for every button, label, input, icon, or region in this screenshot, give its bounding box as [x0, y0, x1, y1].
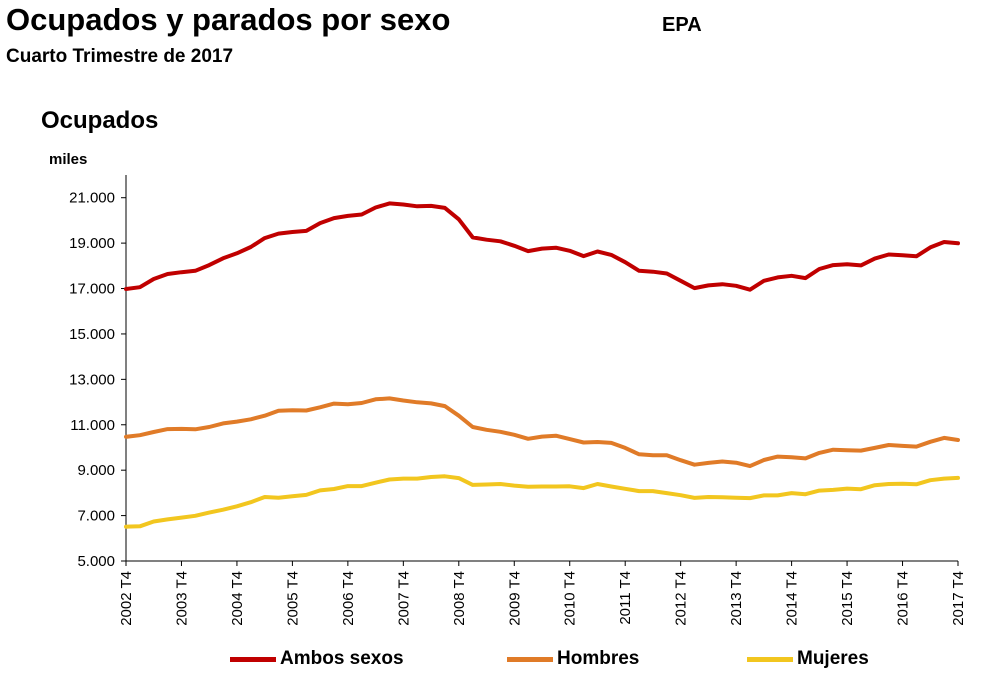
series-line-ambos-sexos: [124, 201, 960, 292]
x-tick-label: 2013 T4: [728, 571, 745, 626]
legend-swatch: [230, 656, 276, 662]
series-line-hombres: [124, 396, 960, 469]
x-tick-label: 2011 T4: [617, 571, 634, 625]
page-title: Ocupados y parados por sexo: [6, 2, 451, 37]
x-tick-label: 2012 T4: [673, 571, 690, 626]
y-tick-label: 9.000: [77, 462, 115, 479]
source-label: EPA: [662, 14, 702, 36]
x-tick-label: 2014 T4: [784, 571, 801, 626]
x-axis: 2002 T4 2003 T4 2004 T4 2005 T4 2006 T4 2007 …: [118, 560, 967, 626]
legend-label: Mujeres: [797, 648, 869, 669]
x-tick-label: 2017 T4: [950, 571, 967, 626]
x-tick-label: 2015 T4: [839, 571, 856, 626]
x-tick-label: 2010 T4: [562, 571, 579, 626]
y-tick-label: 19.000: [69, 235, 115, 252]
chart-title: Ocupados: [41, 107, 159, 134]
x-tick-label: 2003 T4: [173, 571, 190, 626]
legend-item: Hombres: [507, 648, 639, 670]
x-tick-label: 2002 T4: [118, 571, 135, 626]
y-tick-label: 17.000: [69, 281, 115, 298]
y-tick-label: 13.000: [69, 371, 115, 388]
x-tick-label: 2007 T4: [395, 571, 412, 626]
y-tick-label: 15.000: [69, 326, 115, 343]
series-line-mujeres: [124, 474, 960, 529]
series-lines: [124, 201, 960, 529]
x-tick-label: 2006 T4: [340, 571, 357, 626]
legend-item: Ambos sexos: [230, 648, 404, 670]
x-tick-label: 2008 T4: [451, 571, 468, 626]
y-tick-label: 5.000: [77, 553, 115, 570]
y-axis-unit-label: miles: [49, 151, 88, 168]
legend-swatch: [507, 656, 553, 662]
chart-legend: Ambos sexos Hombres Mujeres: [0, 648, 987, 674]
y-tick-label: 21.000: [69, 190, 115, 207]
page-subtitle: Cuarto Trimestre de 2017: [6, 46, 234, 67]
legend-label: Ambos sexos: [280, 648, 404, 669]
legend-label: Hombres: [557, 648, 640, 669]
y-tick-label: 7.000: [77, 508, 115, 525]
y-tick-label: 11.000: [70, 417, 115, 434]
x-tick-label: 2005 T4: [284, 571, 301, 626]
x-tick-label: 2009 T4: [506, 571, 523, 626]
x-tick-label: 2016 T4: [895, 571, 912, 626]
legend-swatch: [747, 656, 793, 662]
y-axis: 5.000 7.000 9.000 11.000 13.000 15.000 17.000 1…: [69, 175, 127, 570]
x-tick-label: 2004 T4: [229, 571, 246, 626]
legend-item: Mujeres: [747, 648, 869, 670]
